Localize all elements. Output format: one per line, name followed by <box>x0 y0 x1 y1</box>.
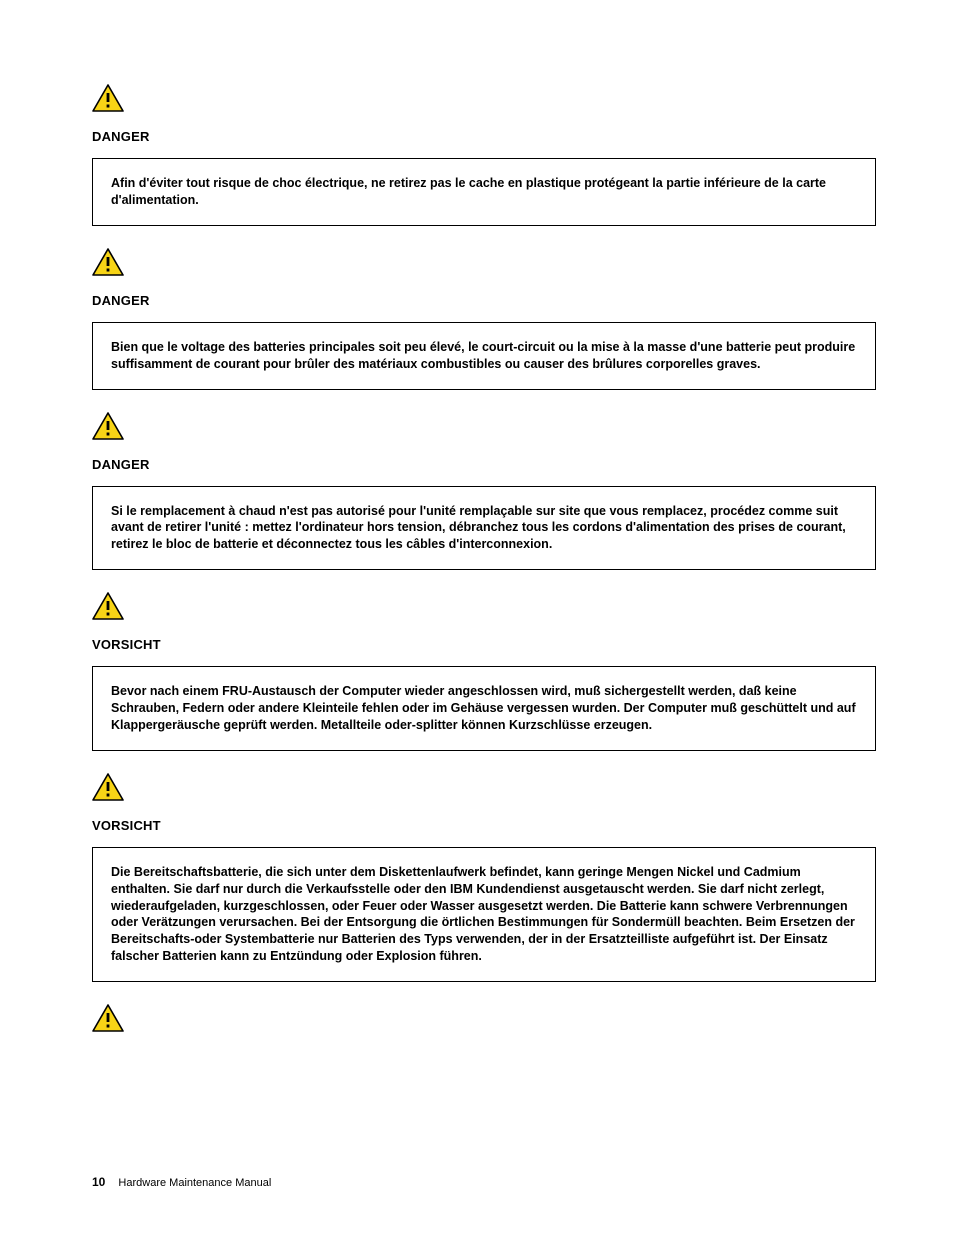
warning-block: VORSICHT Die Bereitschaftsbatterie, die … <box>92 773 876 982</box>
warning-text-box: Afin d'éviter tout risque de choc électr… <box>92 158 876 226</box>
warning-triangle-icon <box>92 84 124 112</box>
warning-heading: VORSICHT <box>92 818 876 833</box>
warning-block: VORSICHT Bevor nach einem FRU-Austausch … <box>92 592 876 751</box>
warning-triangle-icon <box>92 412 124 440</box>
document-page: DANGER Afin d'éviter tout risque de choc… <box>0 0 954 1235</box>
footer-title: Hardware Maintenance Manual <box>118 1177 271 1189</box>
warning-heading: DANGER <box>92 293 876 308</box>
warning-block: DANGER Afin d'éviter tout risque de choc… <box>92 84 876 226</box>
warning-block: DANGER Si le remplacement à chaud n'est … <box>92 412 876 571</box>
page-number: 10 <box>92 1175 105 1189</box>
warning-triangle-icon <box>92 592 124 620</box>
warning-text-box: Bevor nach einem FRU-Austausch der Compu… <box>92 666 876 751</box>
warning-triangle-icon <box>92 773 124 801</box>
warning-heading: DANGER <box>92 457 876 472</box>
warning-triangle-icon <box>92 1004 124 1032</box>
warning-text-box: Si le remplacement à chaud n'est pas aut… <box>92 486 876 571</box>
page-footer: 10 Hardware Maintenance Manual <box>92 1175 271 1189</box>
warning-text-box: Die Bereitschaftsbatterie, die sich unte… <box>92 847 876 982</box>
warning-heading: VORSICHT <box>92 637 876 652</box>
warning-triangle-icon <box>92 248 124 276</box>
warning-block: DANGER Bien que le voltage des batteries… <box>92 248 876 390</box>
warning-block-continuation <box>92 1004 876 1049</box>
warning-text-box: Bien que le voltage des batteries princi… <box>92 322 876 390</box>
warning-heading: DANGER <box>92 129 876 144</box>
